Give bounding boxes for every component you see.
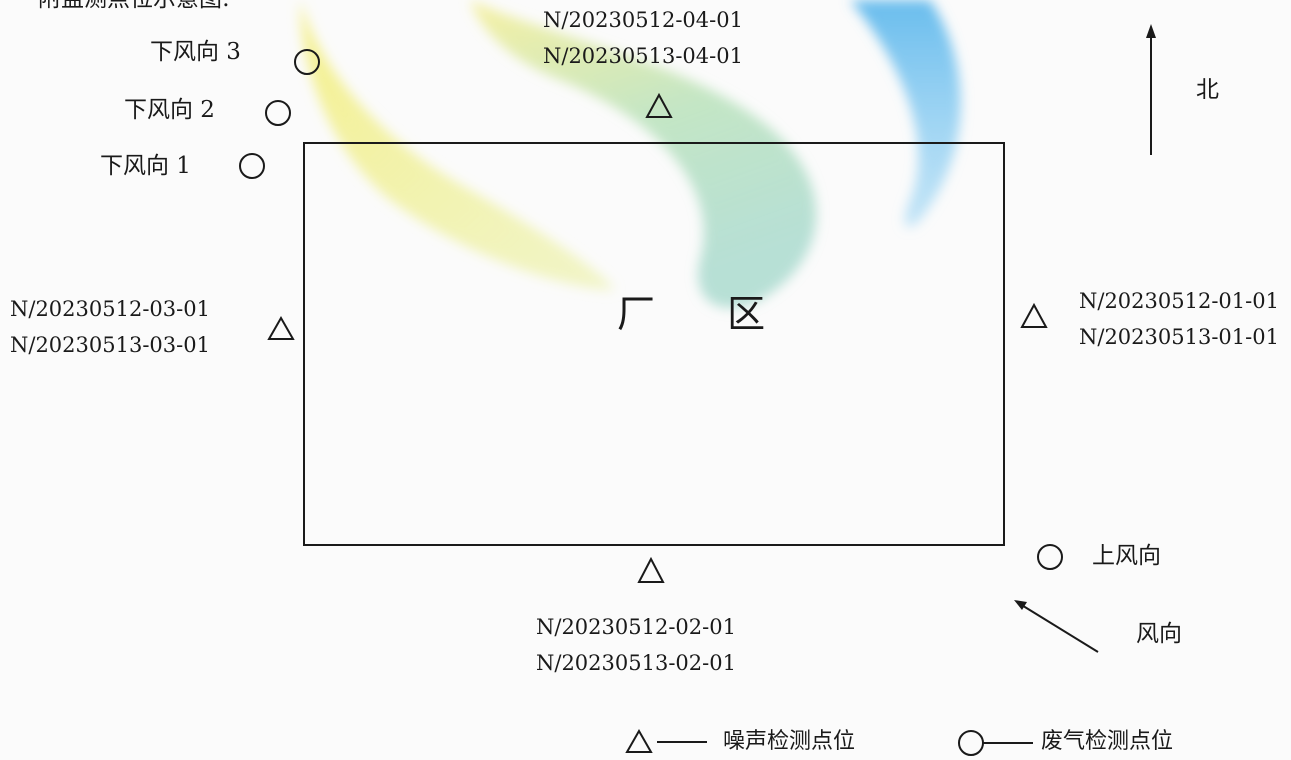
upwind-label: 上风向 <box>1092 543 1161 569</box>
noise-east-id-1: N/20230512-01-01 <box>1079 289 1279 313</box>
noise-point-east-icon <box>1020 302 1048 328</box>
noise-point-south-icon <box>637 556 665 583</box>
noise-point-west-icon <box>267 315 295 340</box>
watermark-blue-swoosh <box>850 0 961 228</box>
downwind-2-label: 下风向 2 <box>124 97 215 123</box>
wind-arrow <box>1014 600 1099 653</box>
noise-south-id-1: N/20230512-02-01 <box>536 615 736 639</box>
watermark-yellow-swoosh <box>300 0 615 290</box>
gas-point-downwind-3-icon <box>294 49 320 75</box>
diagram-title: 附监测点位示意图: <box>38 0 230 13</box>
downwind-1-label: 下风向 1 <box>100 153 191 179</box>
legend-gas-label: 废气检测点位 <box>1041 729 1174 754</box>
gas-point-upwind-icon <box>1037 544 1063 570</box>
north-label: 北 <box>1196 77 1219 103</box>
downwind-3-label: 下风向 3 <box>150 39 241 65</box>
watermark-logo <box>300 0 961 308</box>
wind-direction-label: 风向 <box>1136 621 1182 647</box>
legend-noise-triangle-icon <box>625 728 653 753</box>
plant-area-label: 厂 区 <box>617 292 796 336</box>
noise-point-north-icon <box>645 92 673 118</box>
plant-boundary <box>303 142 1005 546</box>
legend-noise-label: 噪声检测点位 <box>723 729 856 754</box>
noise-north-id-1: N/20230512-04-01 <box>543 8 743 32</box>
gas-point-downwind-1-icon <box>239 153 265 179</box>
noise-west-id-2: N/20230513-03-01 <box>10 333 210 357</box>
gas-point-downwind-2-icon <box>265 100 291 126</box>
north-arrow <box>1146 24 1156 155</box>
noise-north-id-2: N/20230513-04-01 <box>543 44 743 68</box>
noise-west-id-1: N/20230512-03-01 <box>10 297 210 321</box>
watermark-green-swoosh <box>470 0 817 308</box>
noise-east-id-2: N/20230513-01-01 <box>1079 325 1279 349</box>
noise-south-id-2: N/20230513-02-01 <box>536 651 736 675</box>
legend-gas-circle-icon <box>958 730 984 756</box>
